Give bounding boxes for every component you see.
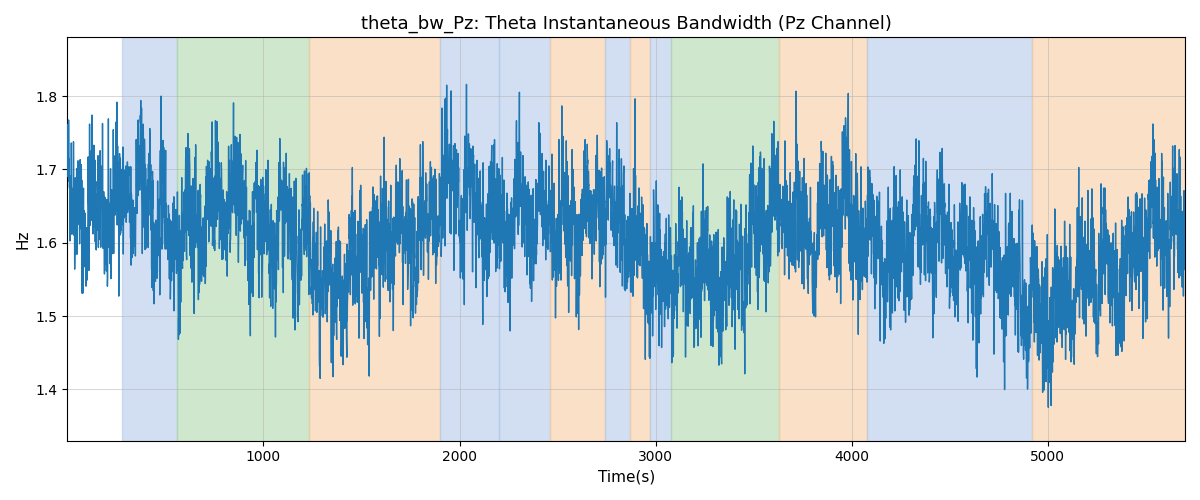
Bar <box>868 38 1032 440</box>
Title: theta_bw_Pz: Theta Instantaneous Bandwidth (Pz Channel): theta_bw_Pz: Theta Instantaneous Bandwid… <box>361 15 892 34</box>
Bar <box>440 38 499 440</box>
Bar <box>671 38 779 440</box>
Bar <box>499 38 550 440</box>
Bar <box>122 38 178 440</box>
Bar <box>630 38 649 440</box>
Bar <box>550 38 605 440</box>
Bar <box>649 38 671 440</box>
Y-axis label: Hz: Hz <box>16 230 30 249</box>
Bar <box>1032 38 1186 440</box>
Bar <box>178 38 308 440</box>
X-axis label: Time(s): Time(s) <box>598 470 655 485</box>
Bar <box>308 38 440 440</box>
Bar <box>779 38 868 440</box>
Bar <box>605 38 630 440</box>
